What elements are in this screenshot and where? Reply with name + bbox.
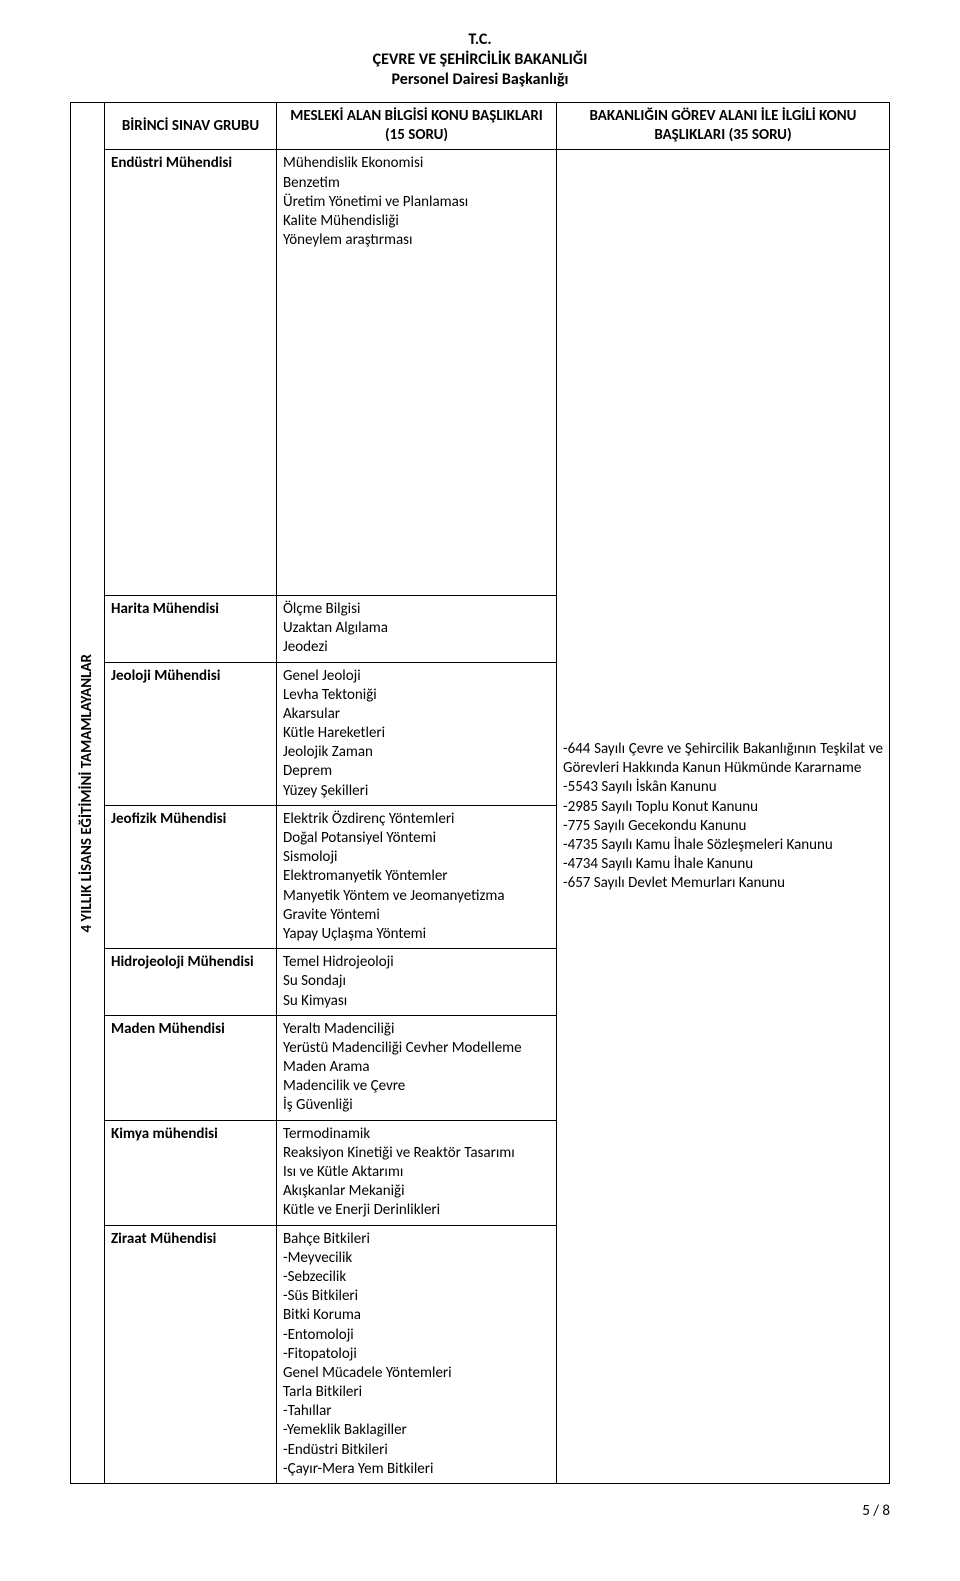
- area-topic-line: -2985 Sayılı Toplu Konut Kanunu: [563, 798, 883, 817]
- topic-line: Mühendislik Ekonomisi: [283, 154, 550, 173]
- col-header-area: BAKANLIĞIN GÖREV ALANI İLE İLGİLİ KONU B…: [557, 103, 890, 150]
- topic-line: -Fitopatoloji: [283, 1345, 550, 1364]
- header-line-2: ÇEVRE VE ŞEHİRCİLİK BAKANLIĞI: [70, 50, 890, 70]
- category-cell: Harita Mühendisi: [105, 595, 277, 662]
- topic-line: Üretim Yönetimi ve Planlaması: [283, 193, 550, 212]
- topic-line: Bahçe Bitkileri: [283, 1230, 550, 1249]
- topic-line: Yüzey Şekilleri: [283, 782, 550, 801]
- topic-line: Kalite Mühendisliği: [283, 212, 550, 231]
- topic-line: İş Güvenliği: [283, 1096, 550, 1115]
- topic-line: Isı ve Kütle Aktarımı: [283, 1163, 550, 1182]
- topic-line: -Entomoloji: [283, 1326, 550, 1345]
- topic-line: Reaksiyon Kinetiği ve Reaktör Tasarımı: [283, 1144, 550, 1163]
- topic-line: Doğal Potansiyel Yöntemi: [283, 829, 550, 848]
- topics-cell: Yeraltı MadenciliğiYerüstü Madenciliği C…: [277, 1015, 557, 1120]
- topics-cell: Mühendislik EkonomisiBenzetimÜretim Yöne…: [277, 150, 557, 596]
- category-cell: Maden Mühendisi: [105, 1015, 277, 1120]
- page-footer: 5 / 8: [70, 1502, 890, 1520]
- topic-line: Akışkanlar Mekaniği: [283, 1182, 550, 1201]
- topic-line: -Tahıllar: [283, 1402, 550, 1421]
- topic-line: Elektromanyetik Yöntemler: [283, 867, 550, 886]
- category-cell: Jeofizik Mühendisi: [105, 805, 277, 948]
- topic-line: Jeodezi: [283, 638, 550, 657]
- topic-line: Tarla Bitkileri: [283, 1383, 550, 1402]
- topic-line: Uzaktan Algılama: [283, 619, 550, 638]
- side-label-cell: 4 YILLIK LİSANS EĞİTİMİNİ TAMAMLAYANLAR: [71, 103, 105, 1484]
- topic-line: Akarsular: [283, 705, 550, 724]
- topic-line: Genel Jeoloji: [283, 667, 550, 686]
- topics-cell: Temel HidrojeolojiSu SondajıSu Kimyası: [277, 949, 557, 1016]
- topic-line: -Yemeklik Baklagiller: [283, 1421, 550, 1440]
- topic-line: Su Kimyası: [283, 992, 550, 1011]
- topic-line: Levha Tektoniği: [283, 686, 550, 705]
- topic-line: -Süs Bitkileri: [283, 1287, 550, 1306]
- col-header-group: BİRİNCİ SINAV GRUBU: [105, 103, 277, 150]
- topic-line: -Sebzecilik: [283, 1268, 550, 1287]
- category-cell: Ziraat Mühendisi: [105, 1225, 277, 1483]
- topic-line: -Çayır-Mera Yem Bitkileri: [283, 1460, 550, 1479]
- topics-cell: Bahçe Bitkileri-Meyvecilik-Sebzecilik-Sü…: [277, 1225, 557, 1483]
- topic-line: Elektrik Özdirenç Yöntemleri: [283, 810, 550, 829]
- topics-cell: Elektrik Özdirenç YöntemleriDoğal Potans…: [277, 805, 557, 948]
- area-topic-line: -5543 Sayılı İskân Kanunu: [563, 778, 883, 797]
- topic-line: Genel Mücadele Yöntemleri: [283, 1364, 550, 1383]
- category-cell: Kimya mühendisi: [105, 1120, 277, 1225]
- table-row: Endüstri MühendisiMühendislik EkonomisiB…: [71, 150, 890, 596]
- topic-line: Termodinamik: [283, 1125, 550, 1144]
- topic-line: Ölçme Bilgisi: [283, 600, 550, 619]
- side-label: 4 YILLIK LİSANS EĞİTİMİNİ TAMAMLAYANLAR: [78, 654, 97, 932]
- topic-line: Gravite Yöntemi: [283, 906, 550, 925]
- topic-line: Yöneylem araştırması: [283, 231, 550, 250]
- topic-line: Su Sondajı: [283, 972, 550, 991]
- topic-line: Benzetim: [283, 174, 550, 193]
- area-topic-line: -4734 Sayılı Kamu İhale Kanunu: [563, 855, 883, 874]
- header-line-1: T.C.: [70, 30, 890, 50]
- table-body: 4 YILLIK LİSANS EĞİTİMİNİ TAMAMLAYANLAR B…: [71, 103, 890, 1484]
- topic-line: Kütle ve Enerji Derinlikleri: [283, 1201, 550, 1220]
- topic-line: Manyetik Yöntem ve Jeomanyetizma: [283, 887, 550, 906]
- area-topic-line: -644 Sayılı Çevre ve Şehircilik Bakanlığ…: [563, 740, 883, 778]
- area-topic-line: -4735 Sayılı Kamu İhale Sözleşmeleri Kan…: [563, 836, 883, 855]
- area-topics-cell: -644 Sayılı Çevre ve Şehircilik Bakanlığ…: [557, 150, 890, 1484]
- topic-line: Temel Hidrojeoloji: [283, 953, 550, 972]
- exam-topics-table: 4 YILLIK LİSANS EĞİTİMİNİ TAMAMLAYANLAR B…: [70, 102, 890, 1484]
- topics-cell: Ölçme BilgisiUzaktan AlgılamaJeodezi: [277, 595, 557, 662]
- category-cell: Jeoloji Mühendisi: [105, 662, 277, 805]
- topic-line: Kütle Hareketleri: [283, 724, 550, 743]
- topic-line: Yapay Uçlaşma Yöntemi: [283, 925, 550, 944]
- col-header-topics: MESLEKİ ALAN BİLGİSİ KONU BAŞLIKLARI (15…: [277, 103, 557, 150]
- topic-line: Madencilik ve Çevre: [283, 1077, 550, 1096]
- topic-line: -Meyvecilik: [283, 1249, 550, 1268]
- topic-line: Deprem: [283, 762, 550, 781]
- category-cell: Hidrojeoloji Mühendisi: [105, 949, 277, 1016]
- topic-line: Yeraltı Madenciliği: [283, 1020, 550, 1039]
- topics-cell: TermodinamikReaksiyon Kinetiği ve Reaktö…: [277, 1120, 557, 1225]
- topic-line: Maden Arama: [283, 1058, 550, 1077]
- topic-line: -Endüstri Bitkileri: [283, 1441, 550, 1460]
- header-line-3: Personel Dairesi Başkanlığı: [70, 70, 890, 90]
- category-cell: Endüstri Mühendisi: [105, 150, 277, 596]
- area-topic-line: -657 Sayılı Devlet Memurları Kanunu: [563, 874, 883, 893]
- page-header: T.C. ÇEVRE VE ŞEHİRCİLİK BAKANLIĞI Perso…: [70, 30, 890, 90]
- topics-cell: Genel JeolojiLevha TektoniğiAkarsularKüt…: [277, 662, 557, 805]
- topic-line: Jeolojik Zaman: [283, 743, 550, 762]
- topic-line: Sismoloji: [283, 848, 550, 867]
- topic-line: Yerüstü Madenciliği Cevher Modelleme: [283, 1039, 550, 1058]
- topic-line: Bitki Koruma: [283, 1306, 550, 1325]
- area-topic-line: -775 Sayılı Gecekondu Kanunu: [563, 817, 883, 836]
